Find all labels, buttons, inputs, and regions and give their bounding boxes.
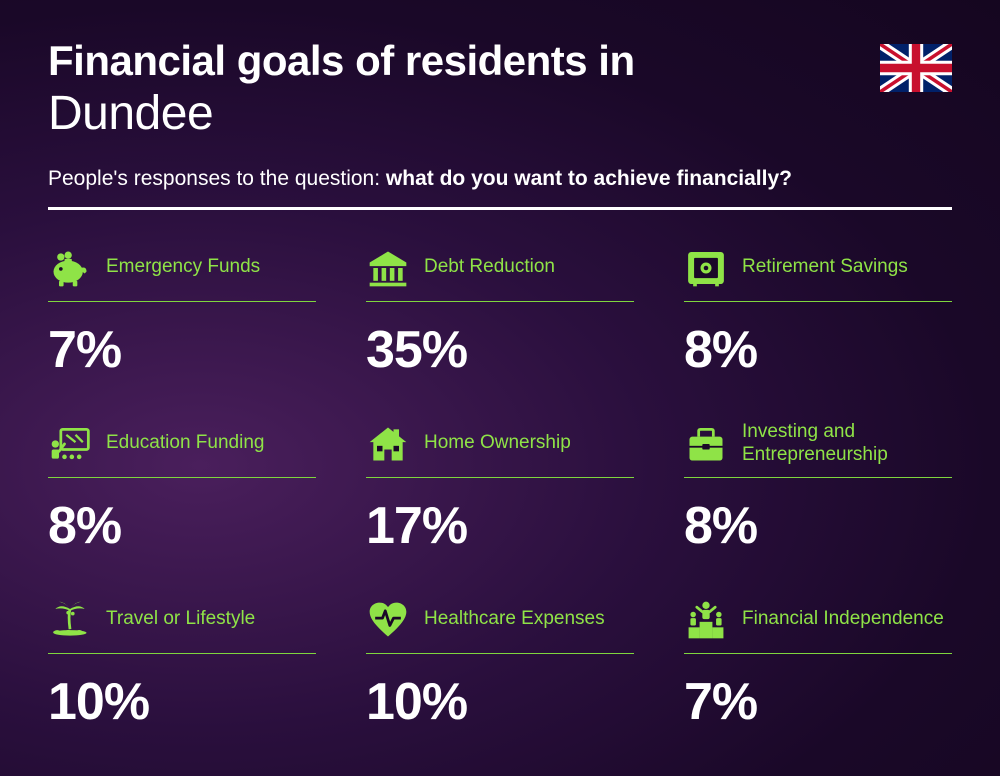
card-header: Healthcare Expenses [366, 596, 634, 654]
stat-label: Retirement Savings [742, 256, 908, 279]
stat-value: 8% [684, 496, 952, 556]
stat-card: Home Ownership 17% [366, 420, 634, 556]
bank-icon [366, 246, 410, 290]
education-icon [48, 422, 92, 466]
stat-label: Financial Independence [742, 608, 944, 631]
title-line1: Financial goals of residents in [48, 38, 952, 84]
subtitle-prefix: People's responses to the question: [48, 167, 386, 190]
card-header: Debt Reduction [366, 244, 634, 302]
card-header: Retirement Savings [684, 244, 952, 302]
card-header: Emergency Funds [48, 244, 316, 302]
stat-label: Debt Reduction [424, 256, 555, 279]
stat-label: Travel or Lifestyle [106, 608, 255, 631]
stat-card: Education Funding 8% [48, 420, 316, 556]
stats-grid: Emergency Funds 7% Debt Reduction 35% Re… [48, 244, 952, 732]
house-icon [366, 422, 410, 466]
stat-value: 10% [48, 672, 316, 732]
piggy-bank-icon [48, 246, 92, 290]
stat-label: Emergency Funds [106, 256, 260, 279]
briefcase-icon [684, 422, 728, 466]
stat-card: Healthcare Expenses 10% [366, 596, 634, 732]
stat-value: 17% [366, 496, 634, 556]
card-header: Financial Independence [684, 596, 952, 654]
subtitle: People's responses to the question: what… [48, 167, 952, 191]
card-header: Education Funding [48, 420, 316, 478]
stat-card: Retirement Savings 8% [684, 244, 952, 380]
stat-card: Investing and Entrepreneurship 8% [684, 420, 952, 556]
stat-card: Emergency Funds 7% [48, 244, 316, 380]
stat-label: Investing and Entrepreneurship [742, 421, 952, 467]
uk-flag-icon [880, 44, 952, 92]
stat-value: 7% [48, 320, 316, 380]
divider [48, 207, 952, 210]
podium-icon [684, 598, 728, 642]
stat-value: 10% [366, 672, 634, 732]
card-header: Home Ownership [366, 420, 634, 478]
header: Financial goals of residents in Dundee P… [48, 38, 952, 210]
stat-label: Education Funding [106, 432, 264, 455]
safe-icon [684, 246, 728, 290]
subtitle-bold: what do you want to achieve financially? [386, 167, 792, 190]
card-header: Travel or Lifestyle [48, 596, 316, 654]
stat-value: 8% [48, 496, 316, 556]
heart-pulse-icon [366, 598, 410, 642]
stat-card: Financial Independence 7% [684, 596, 952, 732]
stat-card: Debt Reduction 35% [366, 244, 634, 380]
stat-label: Healthcare Expenses [424, 608, 605, 631]
card-header: Investing and Entrepreneurship [684, 420, 952, 478]
palm-icon [48, 598, 92, 642]
stat-card: Travel or Lifestyle 10% [48, 596, 316, 732]
stat-value: 35% [366, 320, 634, 380]
title-line2: Dundee [48, 86, 952, 141]
stat-value: 7% [684, 672, 952, 732]
stat-label: Home Ownership [424, 432, 571, 455]
stat-value: 8% [684, 320, 952, 380]
